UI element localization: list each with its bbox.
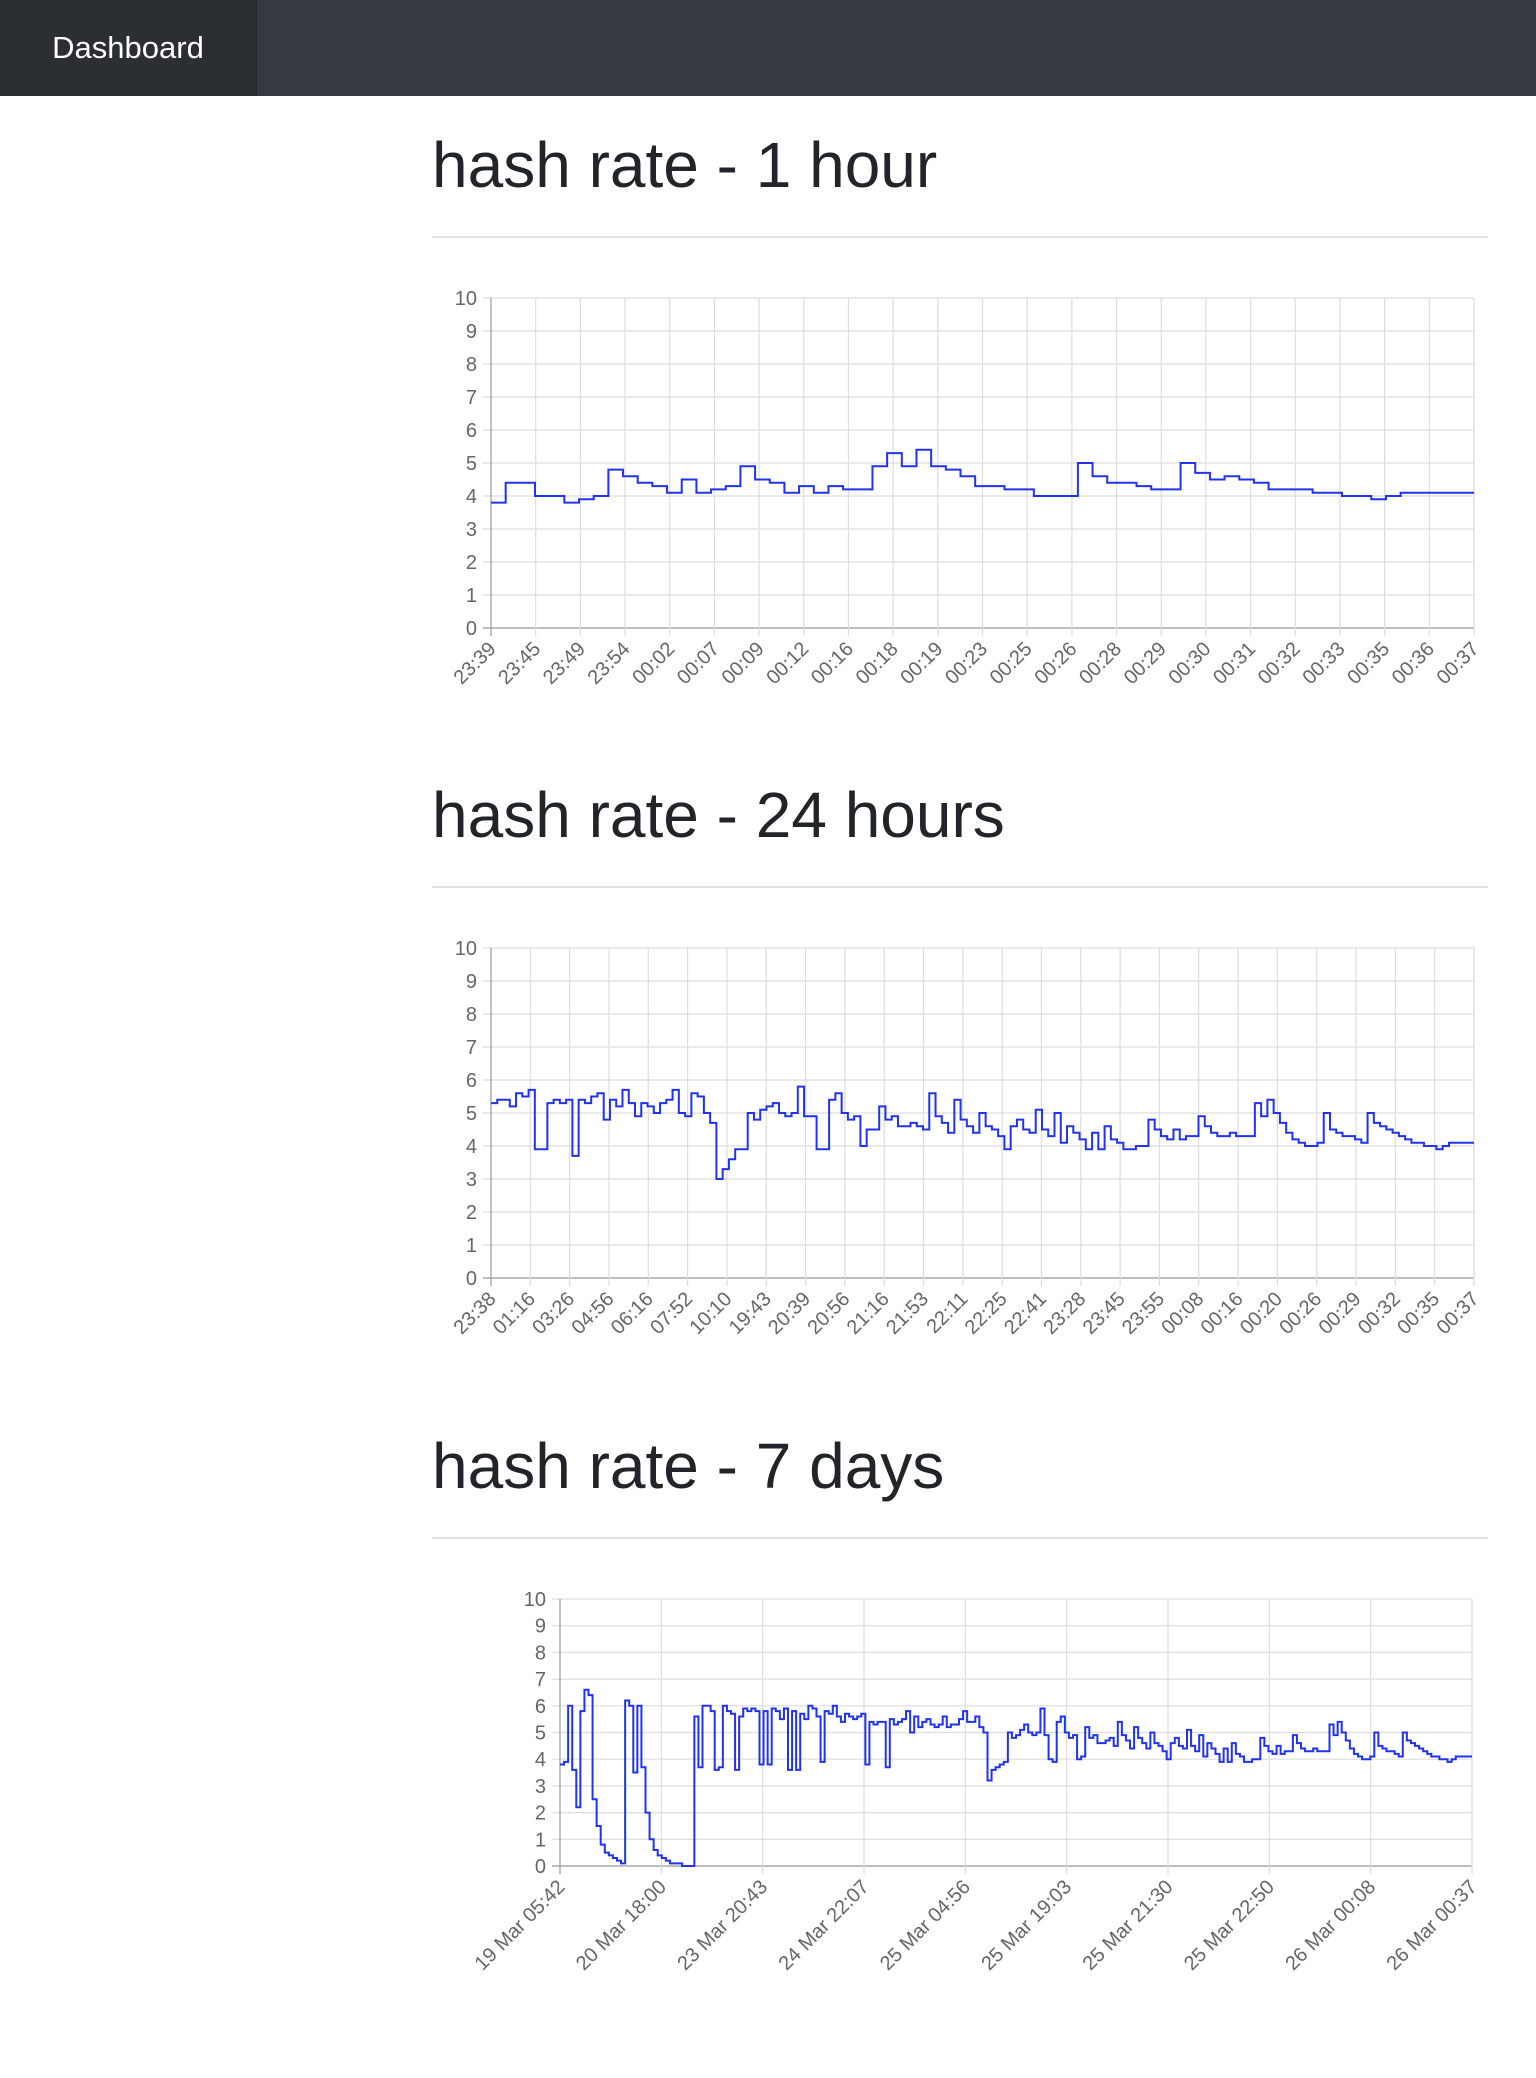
section-title-7-days: hash rate - 7 days — [432, 1430, 945, 1502]
section-divider — [432, 1537, 1488, 1539]
section-title-1-hour: hash rate - 1 hour — [432, 129, 938, 201]
hashrate-series-line — [560, 1688, 1472, 1867]
y-tick-label: 1 — [466, 585, 477, 607]
y-tick-label: 9 — [535, 1616, 546, 1638]
x-tick-label: 19 Mar 05:42 — [471, 1876, 570, 1975]
section-title-24-hours: hash rate - 24 hours — [432, 779, 1005, 851]
y-tick-label: 0 — [466, 618, 477, 640]
brand-dashboard-link[interactable]: Dashboard — [0, 0, 257, 96]
x-tick-label: 26 Mar 00:08 — [1281, 1876, 1380, 1975]
y-tick-label: 4 — [535, 1749, 546, 1771]
y-tick-label: 7 — [466, 387, 477, 409]
y-tick-label: 0 — [466, 1268, 477, 1290]
y-tick-label: 7 — [466, 1037, 477, 1059]
x-tick-label: 25 Mar 04:56 — [876, 1876, 975, 1975]
section-divider — [432, 236, 1488, 238]
y-tick-label: 1 — [535, 1829, 546, 1851]
y-tick-label: 8 — [466, 1004, 477, 1026]
y-tick-label: 8 — [535, 1642, 546, 1664]
x-tick-label: 26 Mar 00:37 — [1383, 1876, 1482, 1975]
x-tick-label: 25 Mar 21:30 — [1079, 1876, 1178, 1975]
y-tick-label: 9 — [466, 971, 477, 993]
x-tick-label: 25 Mar 22:50 — [1180, 1876, 1279, 1975]
y-tick-label: 7 — [535, 1669, 546, 1691]
y-tick-label: 6 — [466, 1070, 477, 1092]
y-tick-label: 9 — [466, 321, 477, 343]
x-tick-label: 23 Mar 20:43 — [673, 1876, 772, 1975]
x-tick-label: 24 Mar 22:07 — [775, 1876, 874, 1975]
x-tick-label: 20 Mar 18:00 — [572, 1876, 671, 1975]
y-tick-label: 4 — [466, 1136, 477, 1158]
y-tick-label: 4 — [466, 486, 477, 508]
y-tick-label: 8 — [466, 354, 477, 376]
y-tick-label: 2 — [466, 1202, 477, 1224]
hashrate-series-line — [491, 448, 1474, 504]
y-tick-label: 3 — [466, 1169, 477, 1191]
y-tick-label: 6 — [535, 1696, 546, 1718]
y-tick-label: 1 — [466, 1235, 477, 1257]
y-tick-label: 0 — [535, 1856, 546, 1878]
y-tick-label: 5 — [466, 453, 477, 475]
hashrate-series-line — [491, 1085, 1474, 1180]
section-divider — [432, 886, 1488, 888]
y-tick-label: 2 — [466, 552, 477, 574]
y-tick-label: 6 — [466, 420, 477, 442]
y-tick-label: 5 — [466, 1103, 477, 1125]
x-tick-label: 25 Mar 19:03 — [977, 1876, 1076, 1975]
y-tick-label: 10 — [455, 288, 477, 310]
y-tick-label: 10 — [524, 1589, 546, 1611]
y-tick-label: 3 — [535, 1776, 546, 1798]
y-tick-label: 3 — [466, 519, 477, 541]
top-navbar: Dashboard — [0, 0, 1536, 96]
y-tick-label: 2 — [535, 1803, 546, 1825]
y-tick-label: 5 — [535, 1723, 546, 1745]
y-tick-label: 10 — [455, 938, 477, 960]
